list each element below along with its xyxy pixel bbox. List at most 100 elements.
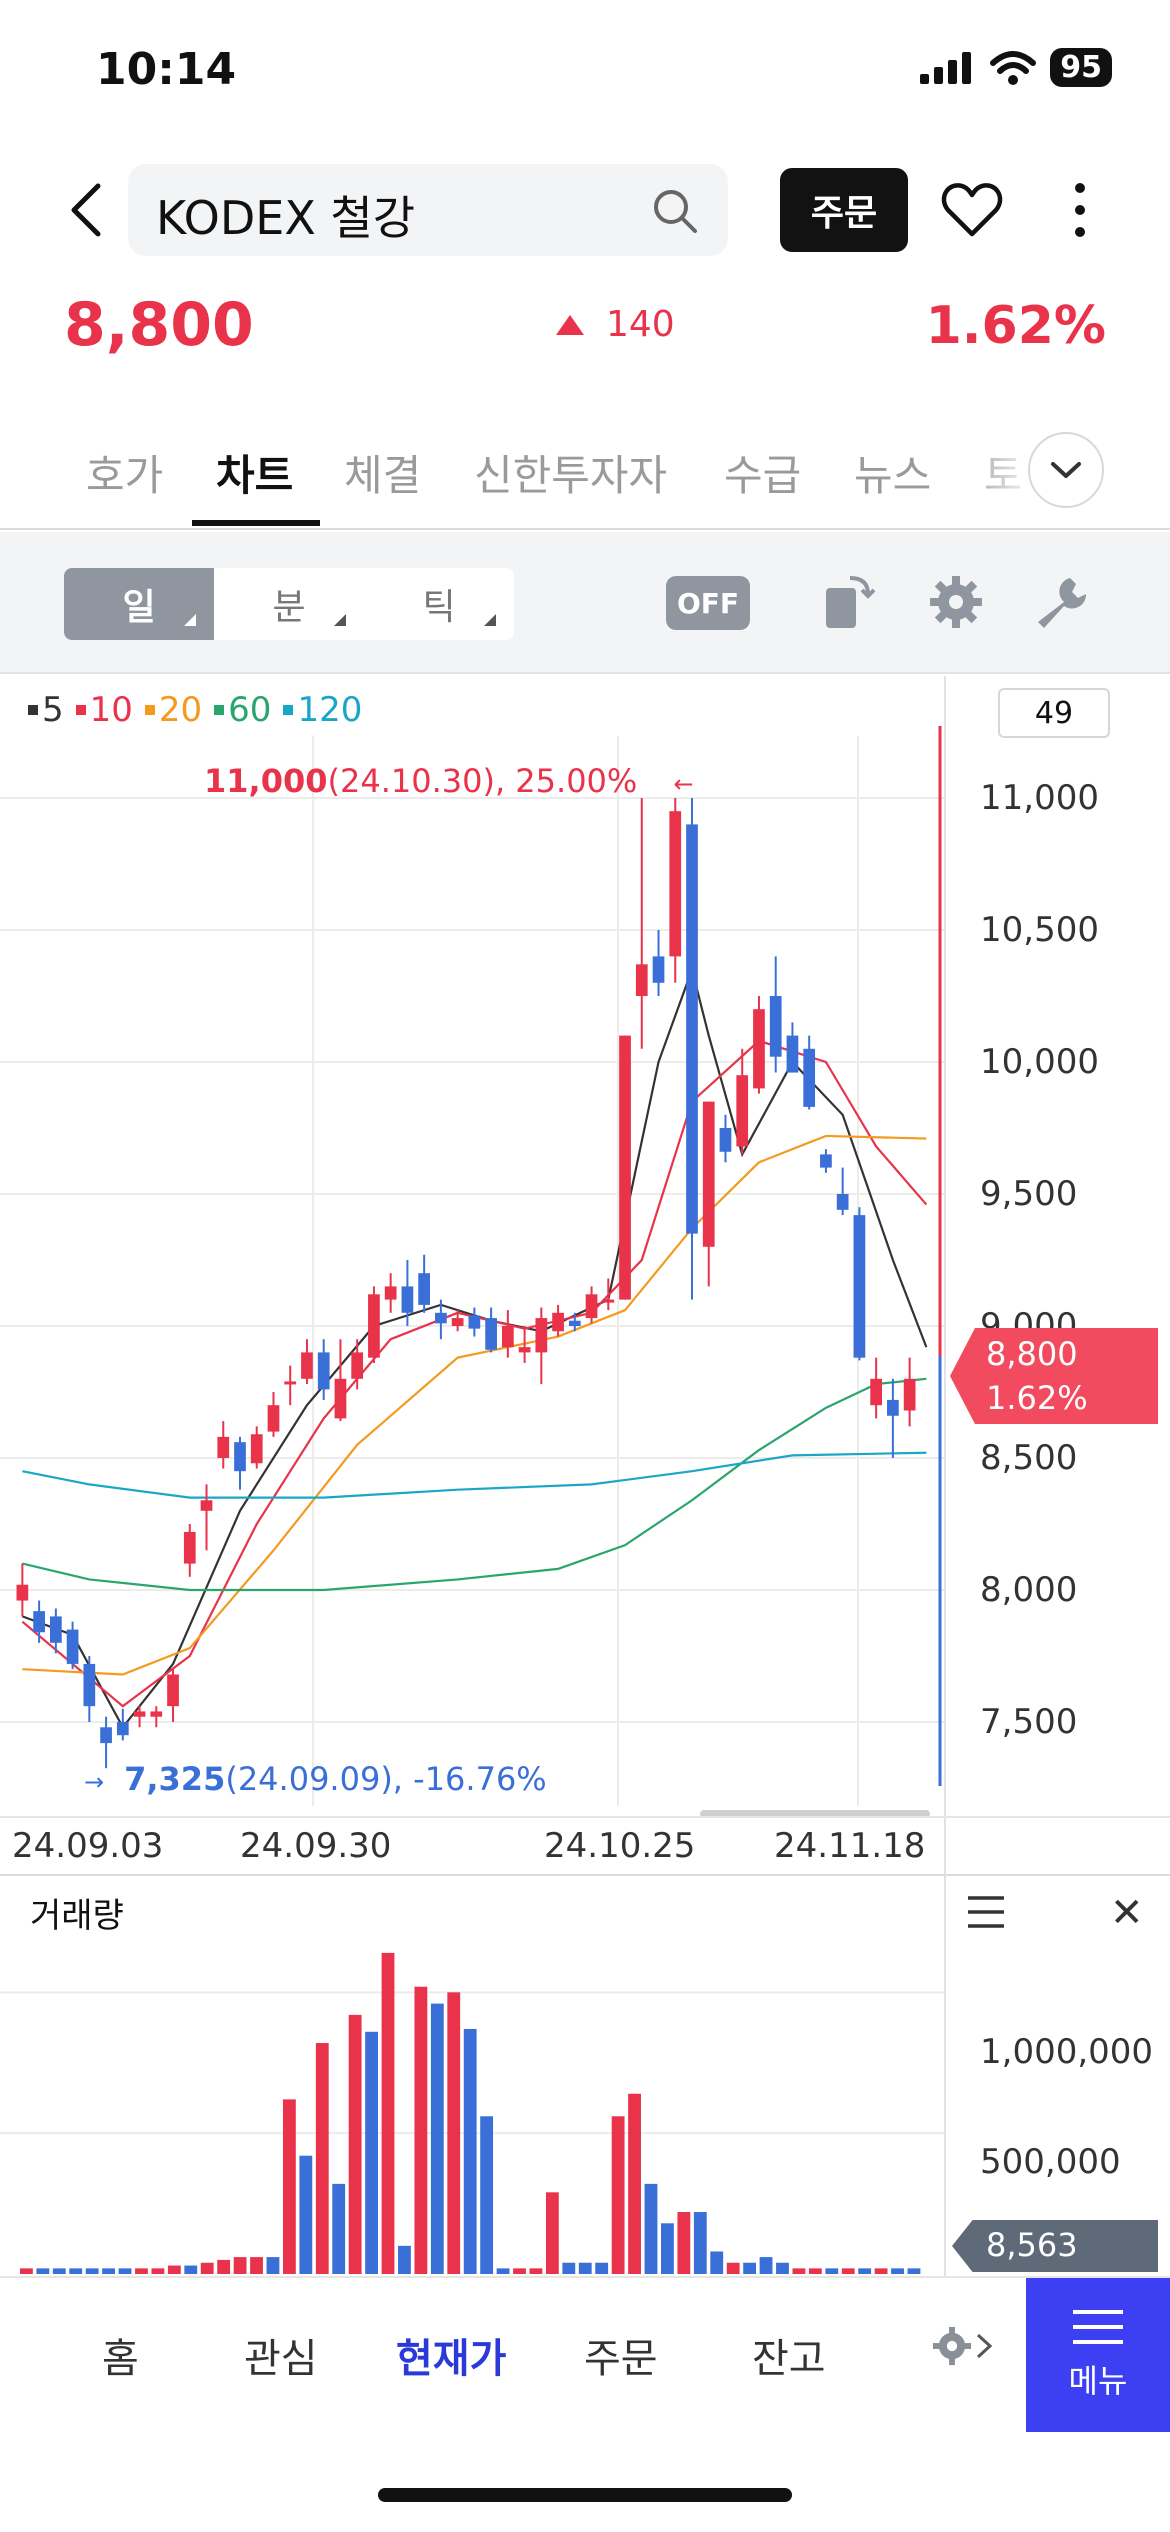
candle-body <box>619 1035 631 1300</box>
volume-bar <box>315 2043 329 2274</box>
order-button[interactable]: 주문 <box>780 168 908 252</box>
volume-bar <box>200 2262 214 2274</box>
candle-body <box>167 1674 179 1707</box>
candle-count-box[interactable]: 49 <box>998 688 1110 738</box>
volume-title: 거래량 <box>30 1896 124 1936</box>
candle-body <box>435 1312 447 1324</box>
price-change: 140 <box>556 304 675 345</box>
y-tick: 7,500 <box>980 1702 1078 1742</box>
volume-bar <box>36 2268 50 2274</box>
bottom-navigation: 홈 관심 현재가 주문 잔고 메뉴 <box>0 2276 1170 2432</box>
candle-body <box>485 1318 497 1350</box>
candle-body <box>652 956 665 983</box>
gear-icon <box>932 2326 972 2366</box>
tab-news[interactable]: 뉴스 <box>854 451 932 500</box>
period-minute[interactable]: 분 <box>214 568 364 640</box>
volume-bar <box>365 2031 378 2274</box>
candle-body <box>334 1378 347 1419</box>
off-toggle[interactable]: OFF <box>666 576 750 630</box>
rotate-screen-icon[interactable] <box>818 572 878 632</box>
volume-bar <box>69 2268 83 2274</box>
nav-settings[interactable] <box>930 2324 994 2368</box>
volume-bar <box>693 2212 707 2274</box>
candle-body <box>552 1312 564 1332</box>
volume-bar <box>776 2262 789 2274</box>
price-tag-percent: 1.62% <box>986 1379 1088 1417</box>
legend-ma20: 20 <box>144 690 202 730</box>
nav-watchlist[interactable]: 관심 <box>244 2336 318 2382</box>
gear-icon[interactable] <box>926 572 986 632</box>
status-bar: 10:14 95 <box>0 0 1170 150</box>
volume-bar <box>414 1986 428 2274</box>
expand-tabs-button[interactable] <box>1028 432 1104 508</box>
volume-bar <box>595 2262 609 2274</box>
volume-bar <box>118 2268 132 2274</box>
volume-bar <box>858 2268 872 2274</box>
volume-bar <box>677 2212 691 2274</box>
period-tick[interactable]: 틱 <box>364 568 514 640</box>
ma-legend: 5 10 20 60 120 <box>28 690 362 730</box>
candle-body <box>100 1727 112 1744</box>
volume-bar <box>513 2268 526 2274</box>
volume-bar <box>907 2268 921 2274</box>
chart-scrollbar[interactable] <box>700 1810 930 1818</box>
candle-body <box>736 1075 749 1147</box>
wrench-icon[interactable] <box>1030 572 1090 632</box>
tab-supply-demand[interactable]: 수급 <box>724 451 802 500</box>
close-icon[interactable]: ✕ <box>1110 1890 1144 1936</box>
high-price-detail: (24.10.30), 25.00% <box>327 762 638 800</box>
candle-body <box>217 1436 230 1458</box>
tab-orderbook[interactable]: 호가 <box>86 451 164 500</box>
tab-chart[interactable]: 차트 <box>216 451 294 500</box>
candle-body <box>870 1378 883 1406</box>
volume-panel[interactable]: 거래량 ✕ 1,000,000 500,000 8,563 <box>0 1874 1170 2276</box>
tab-trades[interactable]: 체결 <box>344 451 422 500</box>
nav-balance[interactable]: 잔고 <box>752 2336 826 2382</box>
volume-bar <box>825 2268 839 2274</box>
price-chart[interactable]: 5 10 20 60 120 49 11,000(24.10.30), 25.0… <box>0 676 1170 1876</box>
candle-body <box>686 824 698 1234</box>
volume-bar <box>611 2116 625 2274</box>
nav-order[interactable]: 주문 <box>584 2336 658 2382</box>
main-tabs: 호가 차트 체결 신한투자자 수급 뉴스 토 <box>0 420 1170 530</box>
hamburger-icon[interactable] <box>966 1892 1006 1932</box>
candle-body <box>702 1101 715 1247</box>
menu-button[interactable]: 메뉴 <box>1026 2278 1170 2432</box>
y-axis-divider <box>944 676 946 1876</box>
volume-bar <box>792 2268 806 2274</box>
volume-bar <box>661 2223 674 2274</box>
volume-bar <box>644 2183 658 2274</box>
heart-icon[interactable] <box>940 178 1004 242</box>
low-price-value: 7,325 <box>124 1760 226 1798</box>
ma-line-5 <box>21 965 928 1730</box>
more-vertical-icon[interactable] <box>1060 178 1100 242</box>
candle-body <box>234 1442 246 1472</box>
search-bar[interactable]: KODEX 철강 <box>128 164 728 256</box>
volume-bar <box>710 2251 724 2274</box>
candle-body <box>133 1711 146 1717</box>
signal-icon <box>920 51 972 84</box>
candle-body <box>602 1299 615 1303</box>
chevron-right-icon <box>976 2333 993 2359</box>
volume-bar <box>348 2014 362 2274</box>
candle-body <box>116 1722 129 1736</box>
y-tick: 8,500 <box>980 1438 1078 1478</box>
volume-chart[interactable] <box>0 1876 944 2276</box>
tab-shinhan-investors[interactable]: 신한투자자 <box>474 451 668 500</box>
search-icon[interactable] <box>650 186 700 236</box>
volume-bar <box>266 2257 280 2274</box>
candle-body <box>719 1128 732 1152</box>
period-day[interactable]: 일 <box>64 568 214 640</box>
volume-bar <box>52 2268 66 2274</box>
candle-body <box>16 1584 29 1601</box>
chevron-down-icon <box>1051 462 1081 478</box>
back-arrow-icon[interactable] <box>60 178 120 242</box>
volume-bar <box>447 1992 461 2274</box>
volume-bar <box>496 2268 510 2274</box>
candlestick-chart[interactable] <box>0 676 944 1816</box>
price-change-value: 140 <box>606 304 675 345</box>
volume-bar <box>578 2262 592 2274</box>
volume-bar <box>381 1952 395 2274</box>
nav-current-price[interactable]: 현재가 <box>396 2336 507 2382</box>
nav-home[interactable]: 홈 <box>102 2336 139 2382</box>
